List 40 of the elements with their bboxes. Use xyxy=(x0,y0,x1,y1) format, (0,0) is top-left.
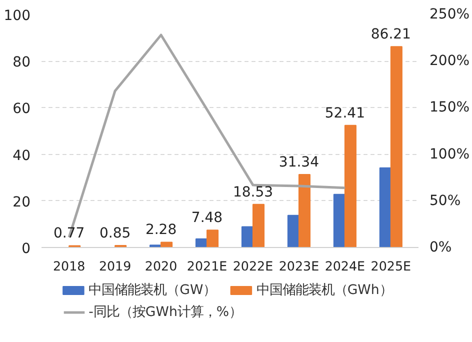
y2-tick-label: 50% xyxy=(430,192,461,209)
bar xyxy=(379,167,392,248)
bar xyxy=(298,174,310,248)
x-tick-label: 2020 xyxy=(144,258,178,274)
y-tick-label: 20 xyxy=(12,194,31,210)
data-label: 7.48 xyxy=(191,210,223,226)
y-tick-label: 80 xyxy=(12,54,31,71)
data-label: 52.41 xyxy=(324,105,365,122)
data-label: 31.34 xyxy=(278,154,320,170)
y-tick-label: 40 xyxy=(12,148,31,164)
bar xyxy=(160,242,173,248)
x-tick-label: 2025E xyxy=(370,258,412,274)
y2-tick-label: 150% xyxy=(430,100,470,116)
legend-label: 中国储能装机（GW） xyxy=(88,283,216,298)
data-label: 0.85 xyxy=(99,226,131,242)
legend-label: -同比（按GWh计算，%） xyxy=(88,305,242,320)
data-label: 2.28 xyxy=(145,222,177,238)
y2-tick-label: 200% xyxy=(430,53,470,70)
bar xyxy=(287,214,300,248)
bar xyxy=(390,46,402,248)
x-tick-label: 2024E xyxy=(324,258,366,274)
y2-tick-label: 0% xyxy=(430,240,452,256)
y-tick-label: 100 xyxy=(4,8,31,24)
data-label: 18.53 xyxy=(232,184,274,200)
bar xyxy=(333,194,346,248)
data-label: 0.77 xyxy=(54,226,85,242)
y2-tick-label: 250% xyxy=(430,6,470,22)
bar xyxy=(252,204,265,248)
x-tick-label: 2023E xyxy=(278,258,320,274)
x-tick-label: 2019 xyxy=(98,258,132,274)
y-tick-label: 0 xyxy=(22,241,31,257)
x-tick-label: 2021E xyxy=(186,258,228,274)
x-tick-label: 2018 xyxy=(52,258,86,274)
legend-label: 中国储能装机（GWh） xyxy=(256,283,392,298)
y2-tick-label: 100% xyxy=(430,146,470,162)
bar xyxy=(206,230,219,248)
y-tick-label: 60 xyxy=(12,101,31,118)
data-label: 86.21 xyxy=(370,26,411,43)
bar xyxy=(344,124,356,248)
x-tick-label: 2022E xyxy=(232,258,274,274)
